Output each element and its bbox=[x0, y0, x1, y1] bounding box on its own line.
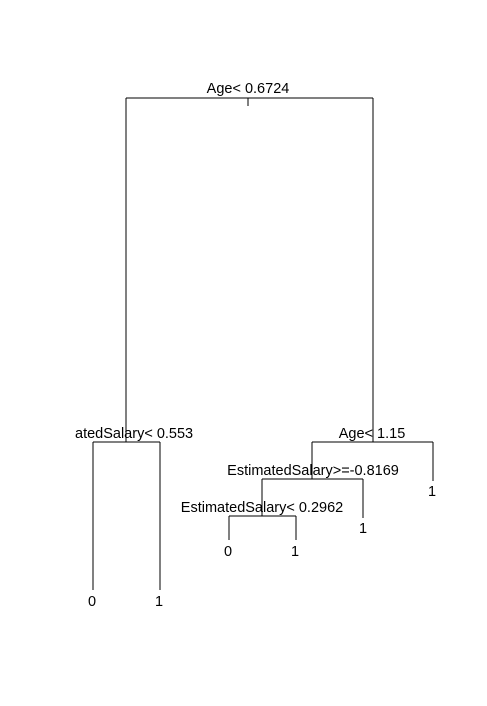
leaf-label: 1 bbox=[359, 521, 367, 537]
split-right-left-left-label: EstimatedSalary< 0.2962 bbox=[181, 500, 343, 516]
split-left-label: atedSalary< 0.553 bbox=[75, 426, 193, 442]
split-right-left-left: EstimatedSalary< 0.2962 bbox=[181, 500, 343, 540]
split-left: atedSalary< 0.553 bbox=[75, 426, 193, 590]
split-root: Age< 0.6724 bbox=[125, 81, 374, 442]
split-right-label: Age< 1.15 bbox=[339, 426, 406, 442]
leaf-label: 0 bbox=[224, 544, 232, 560]
leaf-label: 0 bbox=[88, 594, 96, 610]
split-right: Age< 1.15 bbox=[311, 426, 434, 481]
leaf-label: 1 bbox=[155, 594, 163, 610]
leaf-label: 1 bbox=[428, 484, 436, 500]
split-right-left-label: EstimatedSalary>=-0.8169 bbox=[227, 463, 399, 479]
split-root-label: Age< 0.6724 bbox=[207, 81, 290, 97]
split-right-left: EstimatedSalary>=-0.8169 bbox=[227, 463, 399, 518]
leaf-label: 1 bbox=[291, 544, 299, 560]
